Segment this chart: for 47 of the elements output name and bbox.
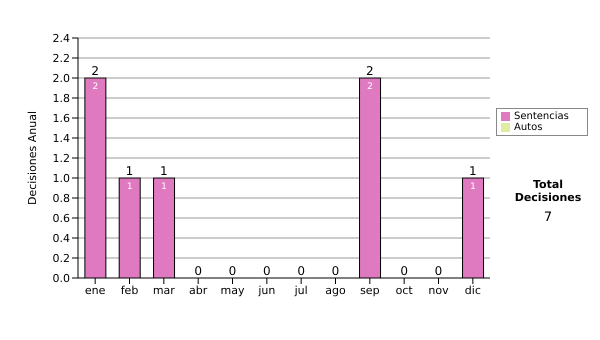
x-tick-label: may [220,284,245,297]
data-label: 1 [126,182,133,192]
total-label: 0 [434,264,442,278]
total-label: 2 [91,64,99,78]
y-tick-label: 2.4 [52,32,70,45]
y-axis-title: Decisiones Anual [26,110,39,206]
total-label: 2 [366,64,374,78]
x-tick-label: ago [325,284,346,297]
x-tick-label: dic [464,284,481,297]
x-tick-label: nov [428,284,450,297]
total-label: 0 [228,264,236,278]
x-tick-label: sep [360,284,380,297]
total-label: 1 [469,164,477,178]
x-tick-label: jun [257,284,276,297]
y-tick-label: 0.4 [52,232,70,245]
y-tick-label: 1.4 [52,132,70,145]
y-tick-label: 1.0 [52,172,70,185]
y-tick-label: 0.6 [52,212,70,225]
y-tick-label: 1.8 [52,92,70,105]
y-tick-label: 0.2 [52,252,70,265]
x-tick-label: oct [396,284,414,297]
text: Total Decisiones [514,178,582,204]
y-tick-label: 2.2 [52,52,70,65]
y-tick-label: 1.6 [52,112,70,125]
x-tick-label: ene [84,284,106,297]
total-label: 1 [126,164,134,178]
total-label: 1 [160,164,168,178]
data-label: 1 [470,182,476,192]
y-tick-label: 2.0 [52,72,70,85]
legend-label: Autos [514,122,542,133]
x-tick-label: feb [120,284,138,297]
y-tick-label: 0.0 [52,272,70,285]
total-label: 0 [194,264,202,278]
data-label: 2 [367,82,373,92]
x-tick-label: mar [152,284,176,297]
x-tick-label: abr [189,284,208,297]
y-tick-label: 1.2 [52,152,70,165]
total-label: 0 [297,264,305,278]
total-label: 0 [400,264,408,278]
legend-label: Sentencias [514,111,569,122]
text: 7 [542,210,554,225]
total-label: 0 [332,264,340,278]
x-tick-label: jul [294,284,308,297]
data-label: 2 [92,82,98,92]
y-tick-label: 0.8 [52,192,70,205]
data-label: 1 [161,182,167,192]
total-label: 0 [263,264,271,278]
